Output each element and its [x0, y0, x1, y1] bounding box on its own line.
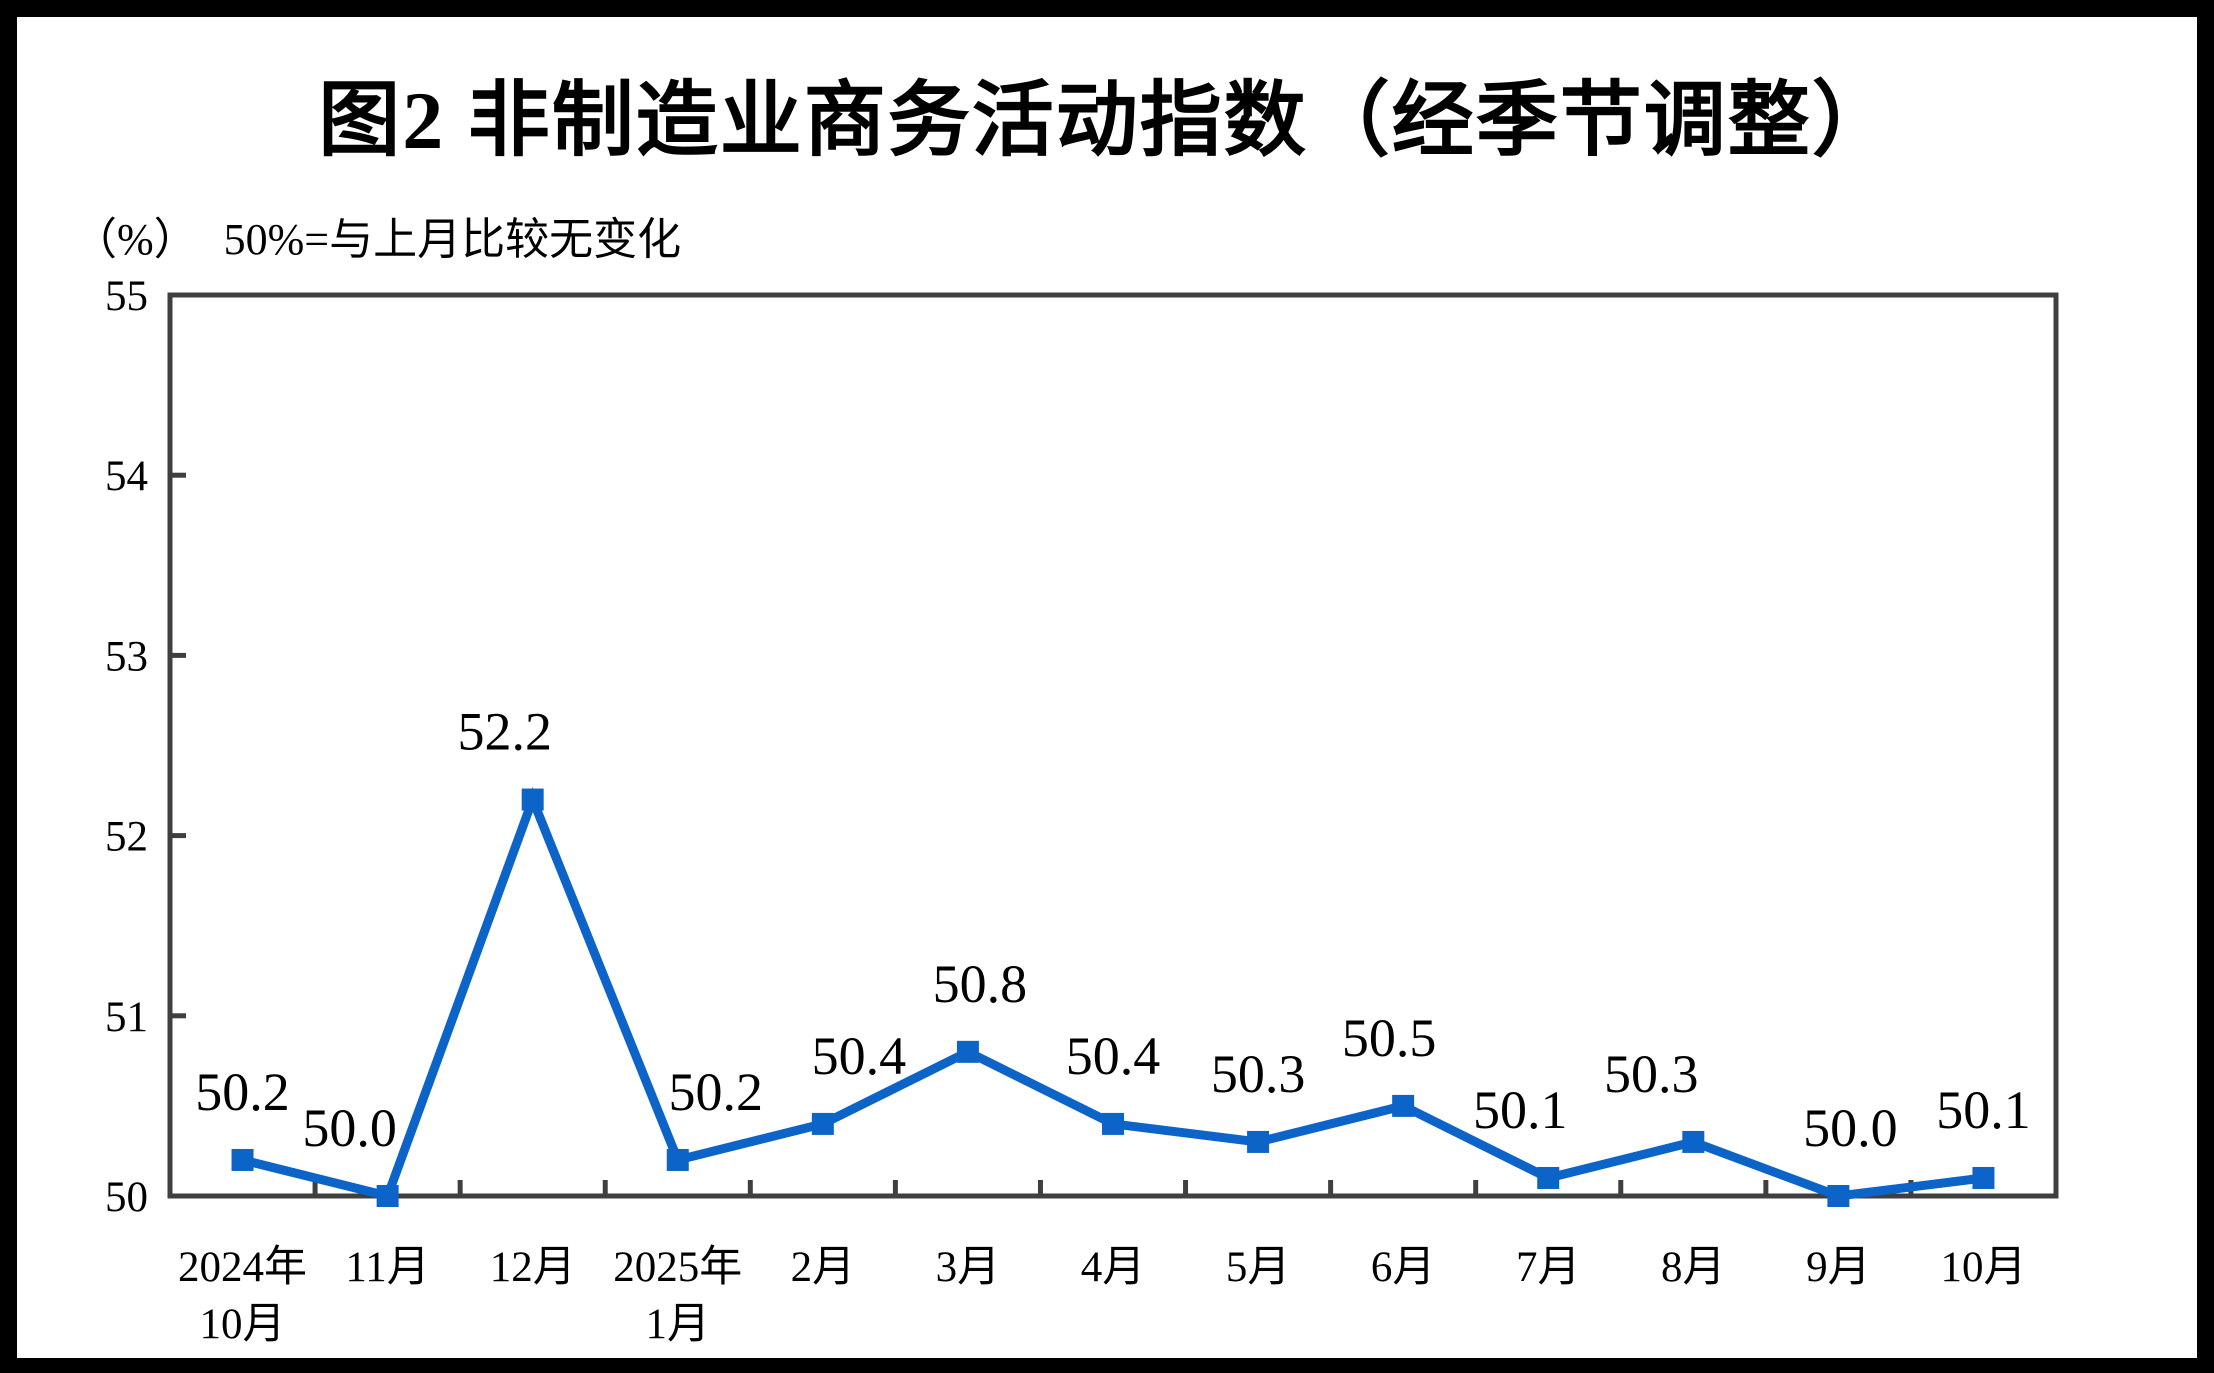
data-point-label: 50.0 — [302, 1098, 397, 1158]
x-axis-label: 10月 — [1940, 1244, 2026, 1291]
data-point-marker — [811, 1112, 834, 1135]
data-point-label: 50.5 — [1342, 1008, 1437, 1068]
plot-area-border — [167, 292, 2059, 1199]
reference-note: 50%=与上月比较无变化 — [223, 215, 682, 264]
y-axis-label: 53 — [105, 633, 148, 680]
x-axis-label: 12月 — [490, 1244, 576, 1291]
y-axis-label: 52 — [105, 814, 148, 861]
data-point-label: 50.2 — [195, 1062, 290, 1122]
x-axis-label: 5月 — [1226, 1244, 1291, 1291]
y-axis-label: 54 — [105, 453, 148, 500]
chart-title: 图2 非制造业商务活动指数（经季节调整） — [318, 75, 1896, 166]
data-point-label: 50.2 — [669, 1062, 764, 1122]
x-axis-label: 4月 — [1081, 1244, 1146, 1291]
data-point-marker — [1102, 1112, 1124, 1135]
data-point-label: 50.8 — [933, 954, 1028, 1014]
x-axis-label: 3月 — [936, 1244, 1001, 1291]
data-line — [241, 787, 1985, 1202]
data-point-label: 50.4 — [812, 1026, 907, 1086]
data-point-label: 52.2 — [457, 702, 552, 762]
x-axis-label: 7月 — [1516, 1244, 1581, 1291]
unit-label: （%） — [73, 215, 198, 264]
data-point-marker — [1247, 1130, 1270, 1153]
data-point-marker — [1537, 1166, 1560, 1189]
x-axis-label: 8月 — [1661, 1244, 1726, 1291]
data-point-marker — [1827, 1185, 1850, 1207]
data-point-marker — [1682, 1130, 1705, 1153]
data-point-marker — [956, 1040, 979, 1063]
data-point-marker — [1392, 1094, 1415, 1117]
data-point-label: 50.0 — [1803, 1098, 1898, 1158]
x-axis-label: 2025年 1月 — [613, 1244, 742, 1348]
y-axis-label: 55 — [105, 273, 148, 320]
data-point-label: 50.3 — [1604, 1044, 1699, 1104]
data-point-marker — [1972, 1166, 1995, 1189]
x-axis-label: 2月 — [791, 1244, 856, 1291]
y-axis-label: 51 — [105, 994, 148, 1041]
data-point-marker — [521, 788, 544, 811]
x-axis-label: 9月 — [1806, 1244, 1871, 1291]
data-point-label: 50.4 — [1066, 1026, 1161, 1086]
x-axis-label: 11月 — [345, 1244, 429, 1291]
x-axis-label: 6月 — [1371, 1244, 1436, 1291]
data-point-label: 50.1 — [1936, 1080, 2031, 1140]
x-axis-label: 2024年 10月 — [178, 1244, 307, 1348]
data-point-label: 50.1 — [1473, 1080, 1568, 1140]
data-point-marker — [666, 1148, 689, 1171]
figure-canvas: 图2 非制造业商务活动指数（经季节调整） （%） 50%=与上月比较无变化 50… — [17, 17, 2197, 1358]
axis-unit-note: （%） 50%=与上月比较无变化 — [73, 203, 681, 267]
y-axis-label: 50 — [105, 1174, 148, 1221]
data-point-marker — [231, 1148, 254, 1171]
data-point-label: 50.3 — [1211, 1044, 1306, 1104]
data-point-marker — [376, 1185, 399, 1207]
line-chart-plot: 50 51 52 53 54 55 2024年 10月 11月 12月 2025年 1月 2月 3月 4月 5… — [105, 273, 2059, 1348]
